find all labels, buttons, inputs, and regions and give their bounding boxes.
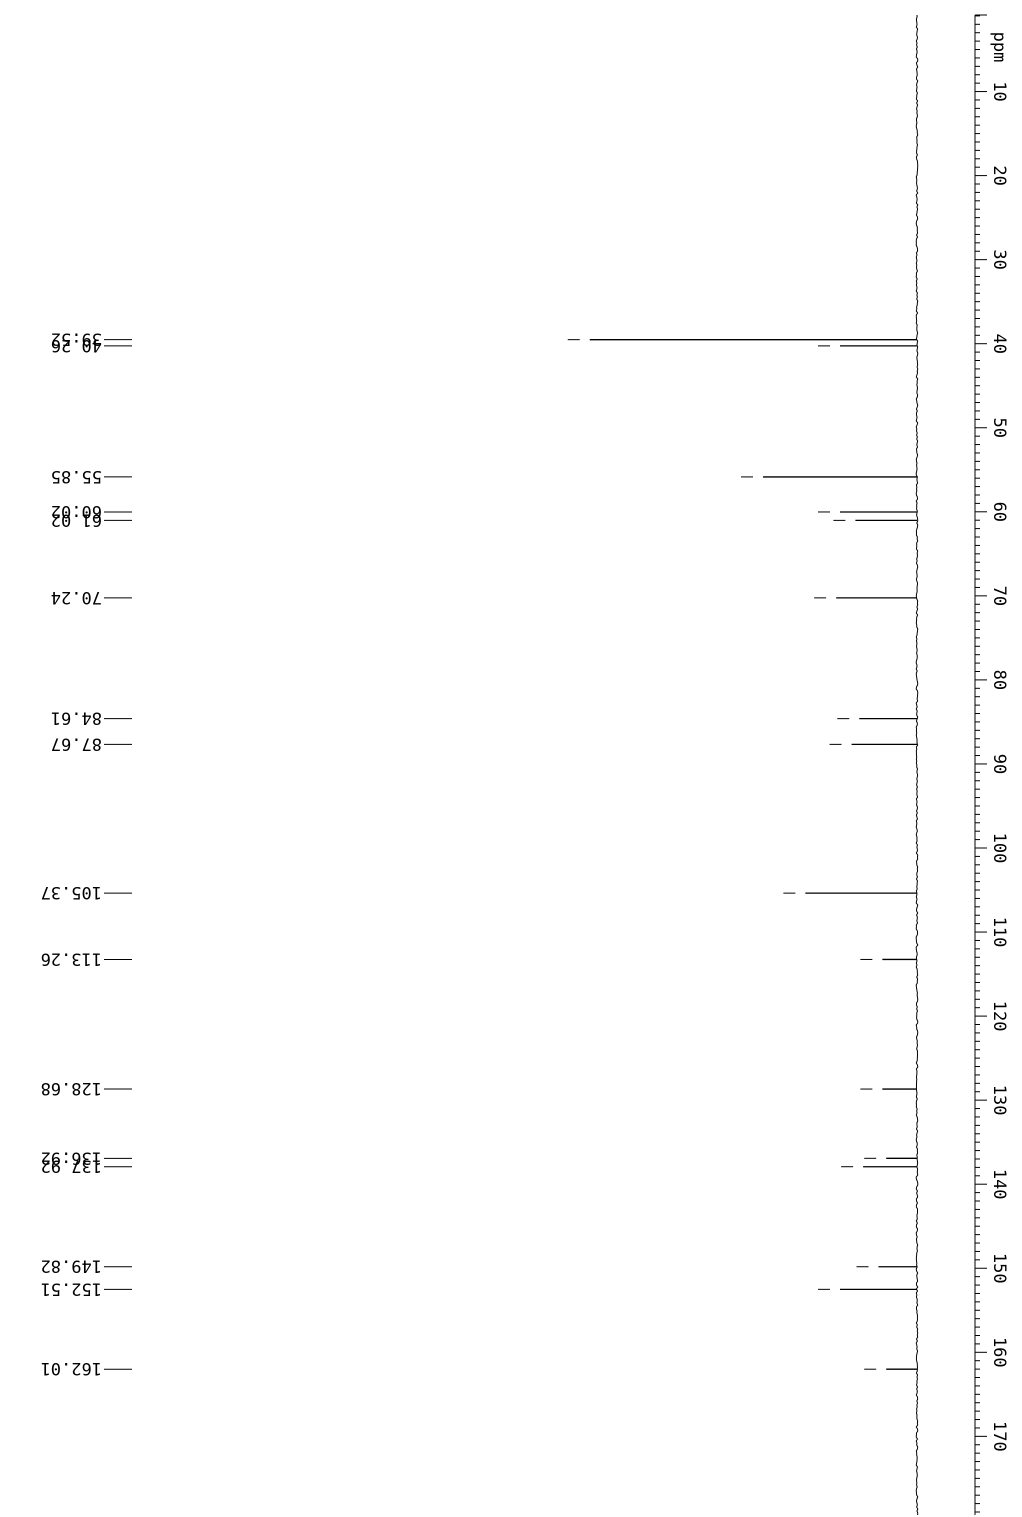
peak-label: 149.82 [41,1256,102,1276]
axis-tick-label: 70 [989,586,1009,606]
axis-tick-label: 130 [989,1085,1009,1116]
axis-tick-label: 40 [989,333,1009,353]
axis-tick-label: 100 [989,833,1009,864]
peak-label: 113.26 [41,948,102,968]
axis-unit-label: ppm [989,32,1009,63]
axis-tick-label: 20 [989,165,1009,185]
peak-label: 61.02 [51,509,102,529]
axis-tick-label: 90 [989,754,1009,774]
peak-label: 128.68 [41,1078,102,1098]
baseline-trace [915,14,919,1516]
peak-label: 55.85 [51,466,102,486]
axis-tick-label: 30 [989,249,1009,269]
ppm-axis: 10 20 30 40 50 60 70 80 90 100 110 120 130 140 150 160 1… [974,14,1009,1515]
axis-tick-label: 170 [989,1421,1009,1452]
peak-label: 136.92 [41,1147,102,1167]
peak-label: 84.61 [51,708,102,728]
axis-tick-label: 140 [989,1169,1009,1200]
peak-label: 87.67 [51,733,102,753]
peak-label: 40.26 [51,335,102,355]
axis-tick-label: 50 [989,418,1009,438]
axis-tick-label: 80 [989,670,1009,690]
peak-label: 60.02 [51,501,102,521]
peak-label: 39.52 [51,329,102,349]
peak-label: 162.01 [41,1358,102,1378]
peak-label: 105.37 [41,882,102,902]
peak-label: 137.92 [41,1156,102,1176]
axis-tick-label: 10 [989,81,1009,101]
axis-tick-label: 120 [989,1001,1009,1032]
peak-label: 152.51 [41,1278,102,1298]
axis-tick-label: 160 [989,1337,1009,1368]
peak-label: 70.24 [51,587,102,607]
spectrum-trace-layer [567,14,919,1516]
axis-tick-label: 60 [989,502,1009,522]
axis-tick-label: 150 [989,1253,1009,1284]
axis-tick-label: 110 [989,917,1009,948]
